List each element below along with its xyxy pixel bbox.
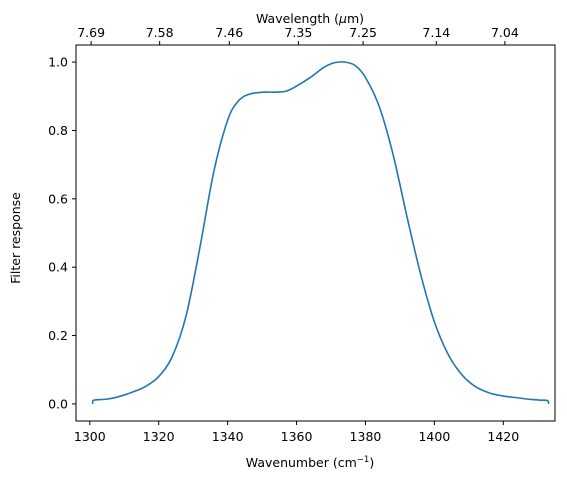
x-tick-label: 1360 <box>281 429 313 444</box>
x-axis-label-superscript: −1 <box>357 455 370 465</box>
y-tick-label: 0.4 <box>48 260 68 275</box>
x-axis-label-close: ) <box>369 455 374 470</box>
x-tick-label: 1400 <box>418 429 450 444</box>
top-tick-label: 7.46 <box>215 25 243 40</box>
x-axis-label-text: Wavenumber (cm <box>246 455 357 470</box>
y-tick-label: 0.0 <box>48 396 68 411</box>
top-tick-label: 7.14 <box>422 25 450 40</box>
top-tick-label: 7.25 <box>349 25 377 40</box>
x-tick-label: 1300 <box>74 429 106 444</box>
series-line <box>91 61 550 405</box>
top-axis-label-suffix: m) <box>347 11 364 26</box>
x-tick-label: 1320 <box>143 429 175 444</box>
top-tick-label: 7.58 <box>146 25 174 40</box>
y-tick-label: 0.2 <box>48 328 68 343</box>
y-tick-label: 0.8 <box>48 123 68 138</box>
x-tick-label: 1380 <box>350 429 382 444</box>
top-axis-label: Wavelength (μm) <box>256 11 364 26</box>
x-tick-label: 1420 <box>487 429 519 444</box>
y-tick-label: 1.0 <box>48 55 68 70</box>
top-axis-label-prefix: Wavelength ( <box>256 11 339 26</box>
y-axis-label: Filter response <box>8 192 23 284</box>
x-axis-label: Wavenumber (cm−1) <box>246 455 374 470</box>
x-tick-label: 1340 <box>212 429 244 444</box>
top-axis-ticks: 7.69 7.58 7.46 7.35 7.25 7.14 7.04 <box>77 25 519 45</box>
y-tick-label: 0.6 <box>48 191 68 206</box>
top-tick-label: 7.04 <box>491 25 519 40</box>
top-tick-label: 7.69 <box>77 25 105 40</box>
top-tick-label: 7.35 <box>284 25 312 40</box>
plot-frame <box>75 44 556 422</box>
x-axis-ticks: 1300 1320 1340 1360 1380 1400 1420 <box>74 421 519 444</box>
top-axis-label-mu: μ <box>338 11 347 26</box>
y-axis-ticks: 0.0 0.2 0.4 0.6 0.8 1.0 <box>48 55 76 411</box>
